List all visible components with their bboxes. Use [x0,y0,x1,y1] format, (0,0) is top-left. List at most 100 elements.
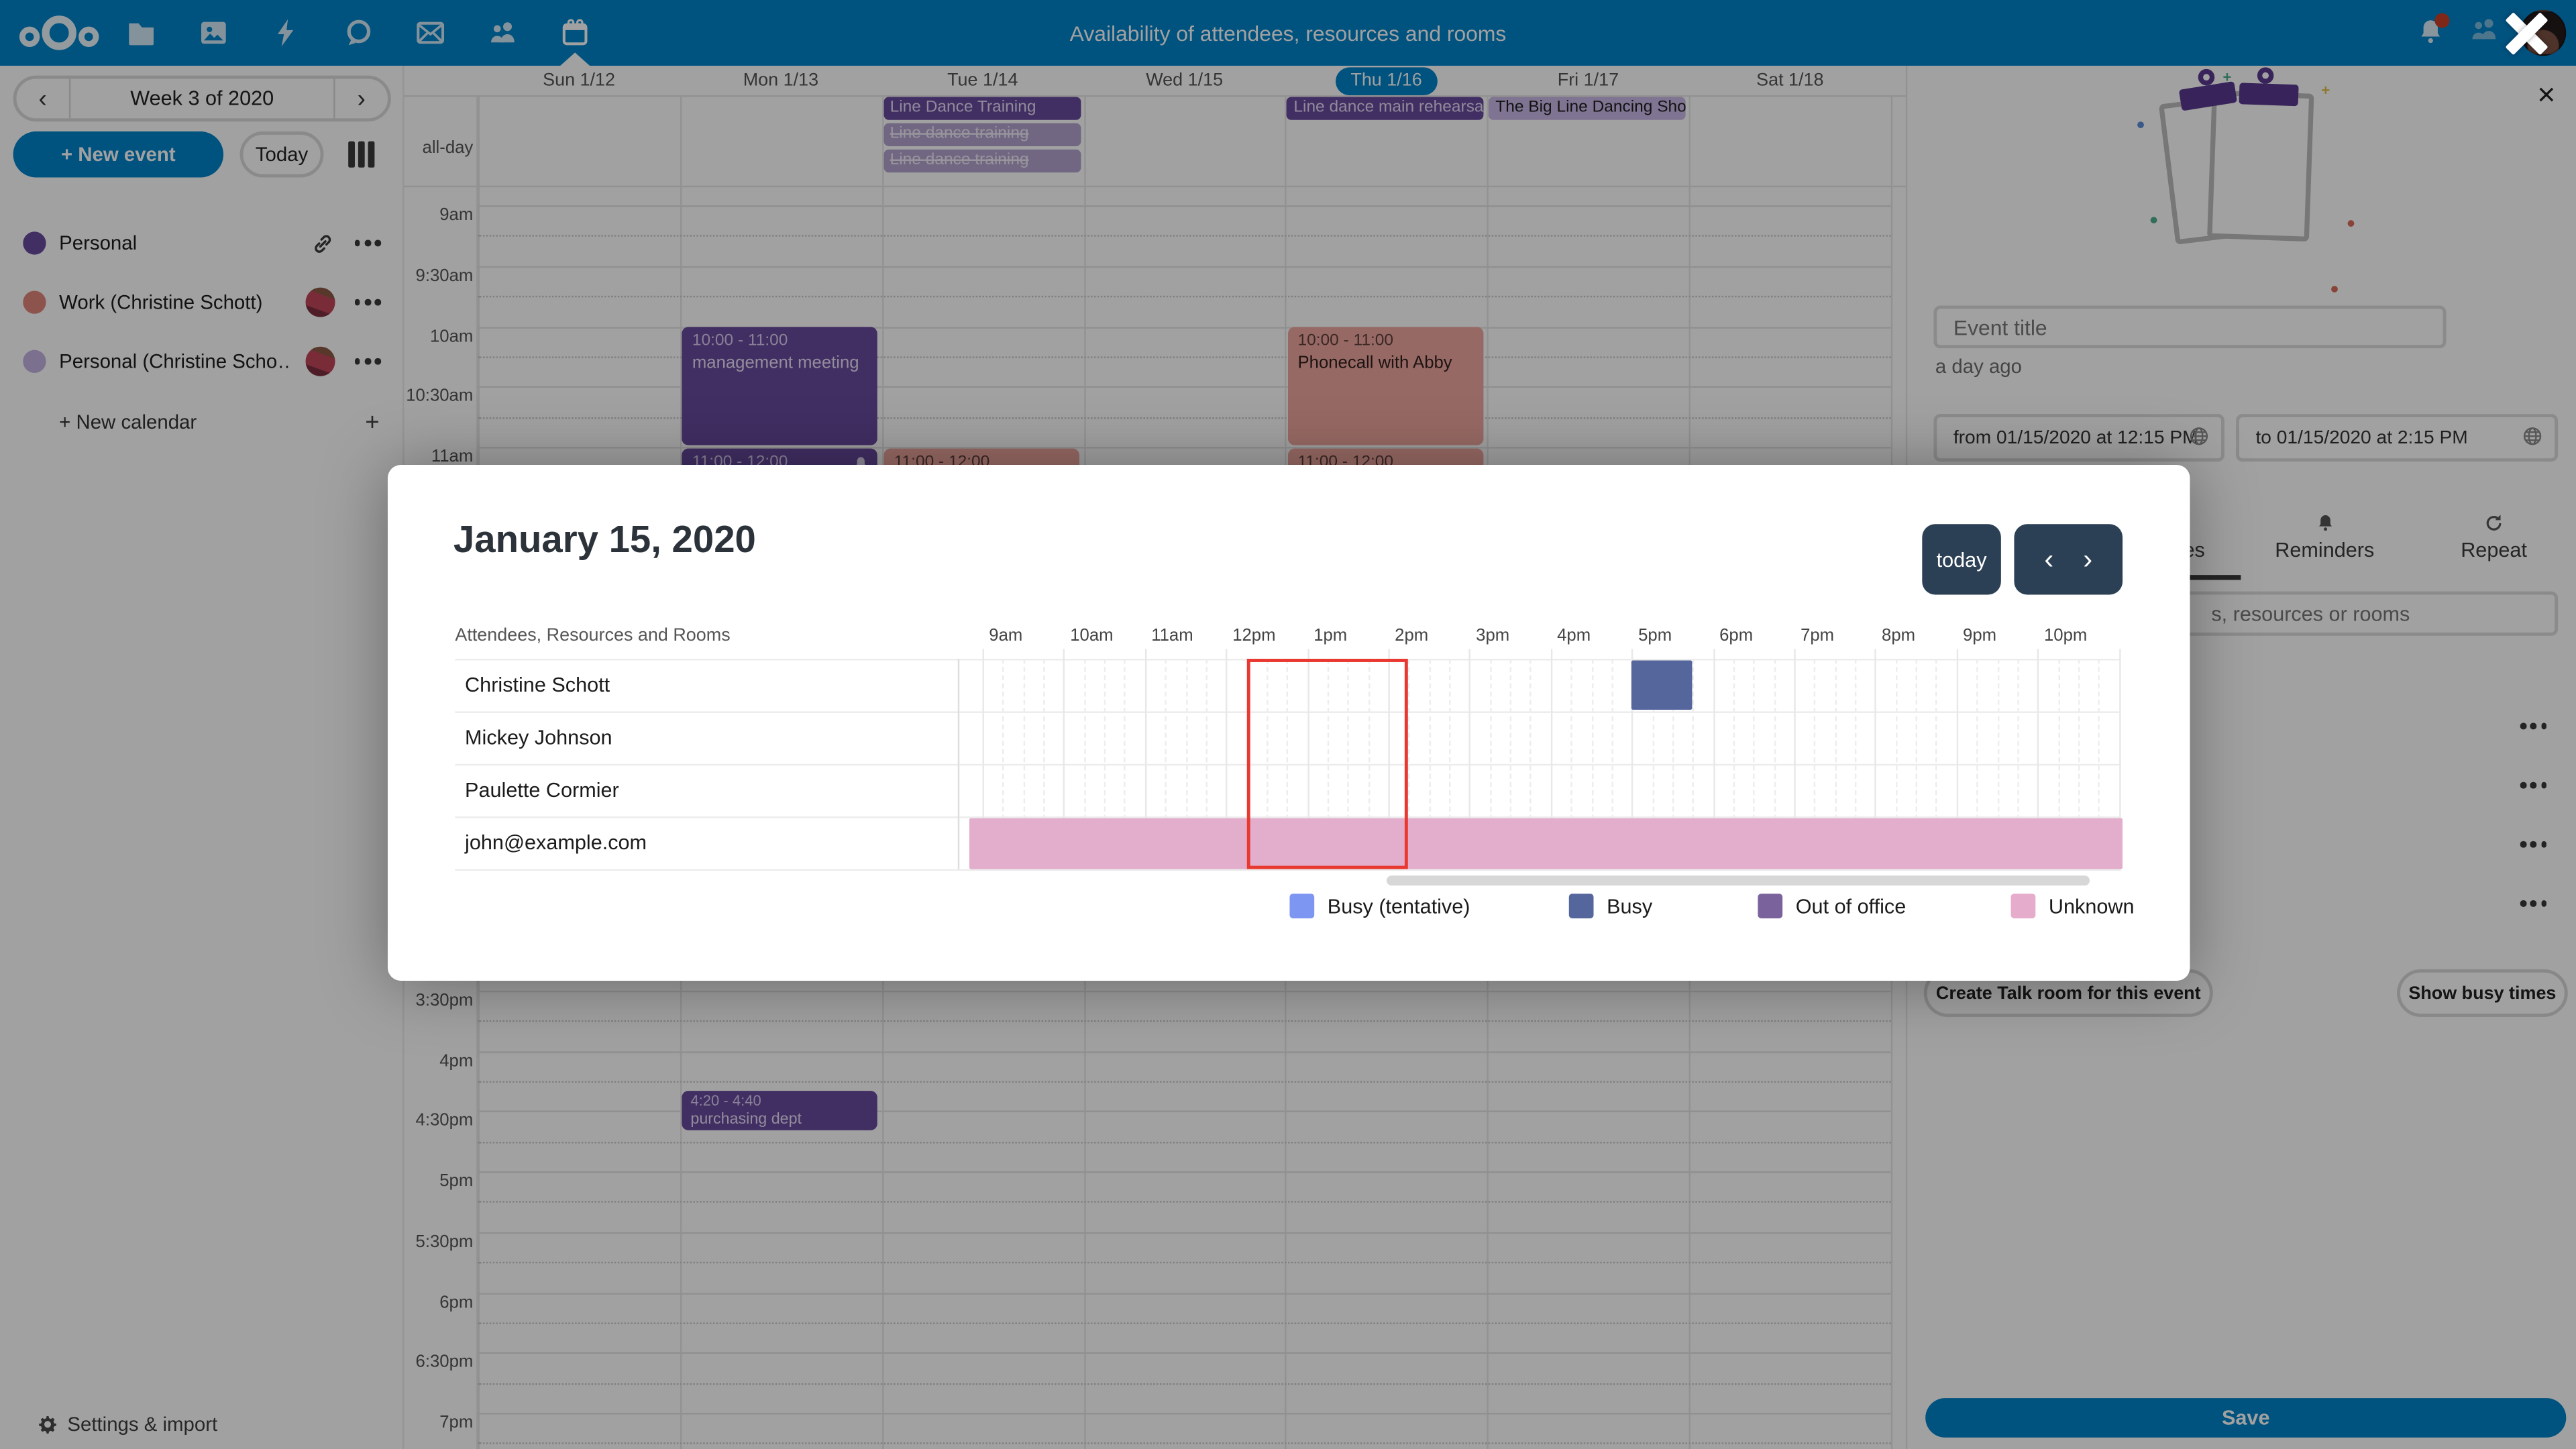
modal-quarter-line [1287,659,1289,869]
time-label: 6pm [439,1292,474,1312]
availability-grid[interactable]: 9am 10am 11am 12pm 1pm 2pm 3pm 4pm 5pm 6pm 7pm 8pm 9… [969,465,2123,892]
attendee-row-menu-button[interactable] [2518,841,2548,847]
modal-time-label: 10am [1070,626,1114,646]
modal-quarter-line [1611,659,1613,869]
calendar-event[interactable]: 10:00 - 11:00 management meeting [682,327,878,445]
grid-hour-line [478,1413,1891,1415]
time-label: 10:30am [406,386,474,407]
active-tab-underline [2142,575,2241,580]
previous-day-button[interactable]: ‹ [2044,543,2054,574]
share-link-icon[interactable] [311,231,336,256]
new-event-button[interactable]: + New event [13,131,224,178]
activity-icon[interactable] [250,0,322,66]
grid-hour-line [478,1292,1891,1294]
modal-quarter-line [1834,659,1837,869]
modal-quarter-line [1733,659,1735,869]
next-day-button[interactable]: › [2083,543,2093,574]
new-calendar-button[interactable]: + New calendar + [59,408,380,437]
day-header[interactable]: Tue 1/14 [881,66,1083,95]
calendar-menu-button[interactable] [352,299,382,306]
modal-hour-line [1144,649,1146,869]
modal-quarter-line [1428,659,1431,869]
day-header[interactable]: Thu 1/16 [1285,66,1487,95]
modal-quarter-line [1996,659,1999,869]
photos-icon[interactable] [177,0,250,66]
grid-quarter-line [478,1262,1891,1264]
legend-swatch [1568,894,1594,918]
tab-reminders[interactable]: Reminders [2251,513,2398,562]
grid-hour-line [478,1352,1891,1354]
modal-quarter-line [1449,659,1451,869]
calendar-menu-button[interactable] [352,358,382,365]
day-header[interactable]: Fri 1/17 [1487,66,1689,95]
day-header[interactable]: Sat 1/18 [1689,66,1891,95]
calendar-owner-avatar [306,346,336,376]
view-toggle-icon[interactable] [348,141,378,168]
modal-horizontal-scrollbar[interactable] [1386,875,2090,885]
modal-quarter-line [1570,659,1573,869]
calendar-event[interactable]: 10:00 - 11:00 Phonecall with Abby [1287,327,1483,445]
event-time: 4:20 - 4:40 [690,1093,761,1110]
modal-time-label: 11am [1151,626,1193,646]
event-title-input[interactable]: Event title [1933,305,2447,349]
modal-hour-line [1631,649,1633,869]
calendar-list-item[interactable]: Personal (Christine Scho… [0,341,404,381]
modal-hour-line [1875,649,1877,869]
allday-event[interactable]: Line dance main rehearsal [1287,97,1485,120]
calendar-list-item[interactable]: Work (Christine Schott) [0,282,404,322]
tab-repeat[interactable]: Repeat [2420,513,2567,562]
time-label: 4pm [439,1051,474,1071]
day-header[interactable]: Mon 1/13 [680,66,881,95]
day-header-label: Thu 1/16 [1336,66,1437,95]
modal-date-title: January 15, 2020 [453,517,756,561]
calendar-list-item[interactable]: Personal [0,223,404,263]
active-app-indicator [560,52,590,66]
previous-week-button[interactable]: ‹ [38,85,47,113]
calendar-sidebar: ‹ Week 3 of 2020 › + New event Today Per… [0,65,405,1449]
day-header[interactable]: Sun 1/12 [478,66,680,95]
next-week-button[interactable]: › [357,85,366,113]
availability-unknown-band [969,817,2123,869]
allday-event[interactable]: Line Dance Training [883,97,1081,120]
calendar-event[interactable]: 4:20 - 4:40 purchasing dept [682,1091,878,1130]
timezone-globe-icon[interactable] [2188,425,2210,451]
contacts-menu-icon[interactable] [2467,12,2500,53]
allday-event[interactable]: Line dance training [883,123,1081,146]
attendee-row-menu-button[interactable] [2518,722,2548,729]
day-header[interactable]: Wed 1/15 [1083,66,1285,95]
modal-time-label: 9am [989,626,1023,646]
day-header-label: Mon 1/13 [743,70,819,91]
settings-import-button[interactable]: Settings & import [0,1408,404,1441]
allday-event[interactable]: Line dance training [883,149,1081,173]
attendee-row-menu-button[interactable] [2518,782,2548,788]
start-datetime-field[interactable]: from 01/15/2020 at 12:15 PM [1933,414,2224,462]
save-button[interactable]: Save [1925,1398,2567,1438]
contacts-icon[interactable] [467,0,539,66]
mail-icon[interactable] [394,0,467,66]
calendar-icon[interactable] [539,0,611,66]
show-busy-times-button[interactable]: Show busy times [2397,969,2568,1017]
timezone-globe-icon[interactable] [2522,425,2543,451]
end-datetime-field[interactable]: to 01/15/2020 at 2:15 PM [2236,414,2559,462]
notifications-bell-icon[interactable] [2415,13,2450,49]
today-button[interactable]: Today [239,131,324,178]
nextcloud-logo-icon[interactable] [13,0,105,66]
calendar-name: Work (Christine Schott) [59,290,263,314]
files-icon[interactable] [105,0,178,66]
week-label[interactable]: Week 3 of 2020 [68,78,335,119]
grid-hour-line [478,1111,1891,1113]
legend-item: Busy (tentative) [1289,894,1470,918]
modal-quarter-line [1855,659,1857,869]
calendar-menu-button[interactable] [352,240,382,246]
close-icon[interactable]: × [2537,78,2556,113]
allday-event[interactable]: The Big Line Dancing Show [1489,97,1686,120]
modal-quarter-line [2098,659,2100,869]
modal-quarter-line [1368,659,1370,869]
modal-quarter-line [2057,659,2059,869]
talk-icon[interactable] [322,0,394,66]
modal-hour-line [1794,649,1796,869]
legend-swatch [2010,894,2036,918]
modal-today-button[interactable]: today [1922,524,2001,595]
modal-quarter-line [1895,659,1897,869]
attendee-row-menu-button[interactable] [2518,900,2548,906]
